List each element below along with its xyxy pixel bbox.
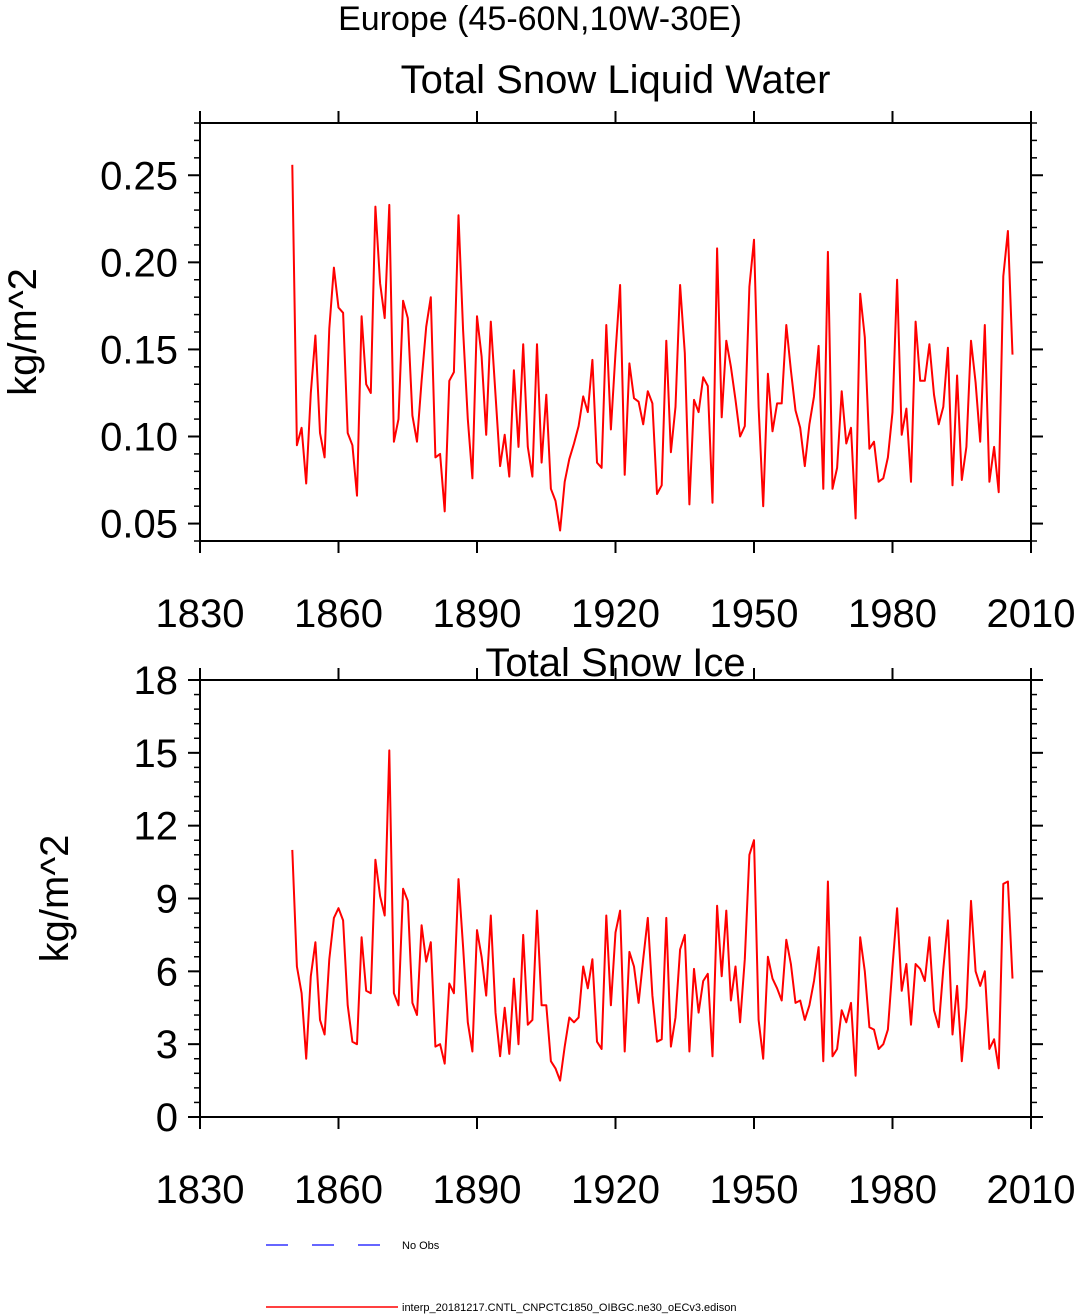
figure-title: Europe (45-60N,10W-30E) — [338, 0, 742, 38]
chart-title: Total Snow Liquid Water — [401, 58, 831, 102]
y-tick-label: 15 — [134, 732, 179, 776]
legend-item-model: interp_20181217.CNTL_CNPCTC1850_OIBGC.ne… — [266, 1302, 736, 1314]
legend: No Obs interp_20181217.CNTL_CNPCTC1850_O… — [266, 1240, 736, 1314]
y-axis-label: kg/m^2 — [33, 835, 77, 963]
legend-label-no-obs: No Obs — [402, 1240, 440, 1252]
y-tick-label: 18 — [134, 659, 179, 703]
legend-label-model: interp_20181217.CNTL_CNPCTC1850_OIBGC.ne… — [402, 1302, 736, 1314]
series-line — [291, 749, 1014, 1082]
y-tick-label: 0 — [156, 1096, 178, 1140]
x-tick-label: 1950 — [710, 1168, 799, 1212]
x-tick-label: 1950 — [710, 592, 799, 636]
y-tick-label: 6 — [156, 950, 178, 994]
y-axis-label: kg/m^2 — [1, 268, 45, 396]
x-tick-label: 1860 — [294, 592, 383, 636]
x-tick-label: 1830 — [156, 1168, 245, 1212]
series-line — [291, 164, 1014, 532]
x-tick-label: 1830 — [156, 592, 245, 636]
panel-snow-liquid-water: Total Snow Liquid Water kg/m^2 1830 1860 189… — [1, 58, 1075, 636]
x-tick-label: 1890 — [433, 592, 522, 636]
x-tick-label: 1980 — [848, 592, 937, 636]
x-tick-label: 1920 — [571, 1168, 660, 1212]
x-tick-label: 2010 — [987, 1168, 1076, 1212]
x-tick-label: 1920 — [571, 592, 660, 636]
y-tick-label: 9 — [156, 878, 178, 922]
y-tick-label: 3 — [156, 1023, 178, 1067]
y-tick-label: 0.25 — [100, 154, 178, 198]
x-tick-label: 1890 — [433, 1168, 522, 1212]
y-tick-label: 0.10 — [100, 416, 178, 460]
plot-frame — [199, 679, 1032, 1118]
legend-item-no-obs: No Obs — [266, 1240, 440, 1252]
y-tick-label: 12 — [134, 805, 179, 849]
x-tick-label: 1860 — [294, 1168, 383, 1212]
y-tick-label: 0.05 — [100, 503, 178, 547]
x-tick-label: 1980 — [848, 1168, 937, 1212]
y-tick-label: 0.15 — [100, 328, 178, 372]
plot-frame — [199, 122, 1032, 542]
x-tick-label: 2010 — [987, 592, 1076, 636]
y-tick-label: 0.20 — [100, 241, 178, 285]
